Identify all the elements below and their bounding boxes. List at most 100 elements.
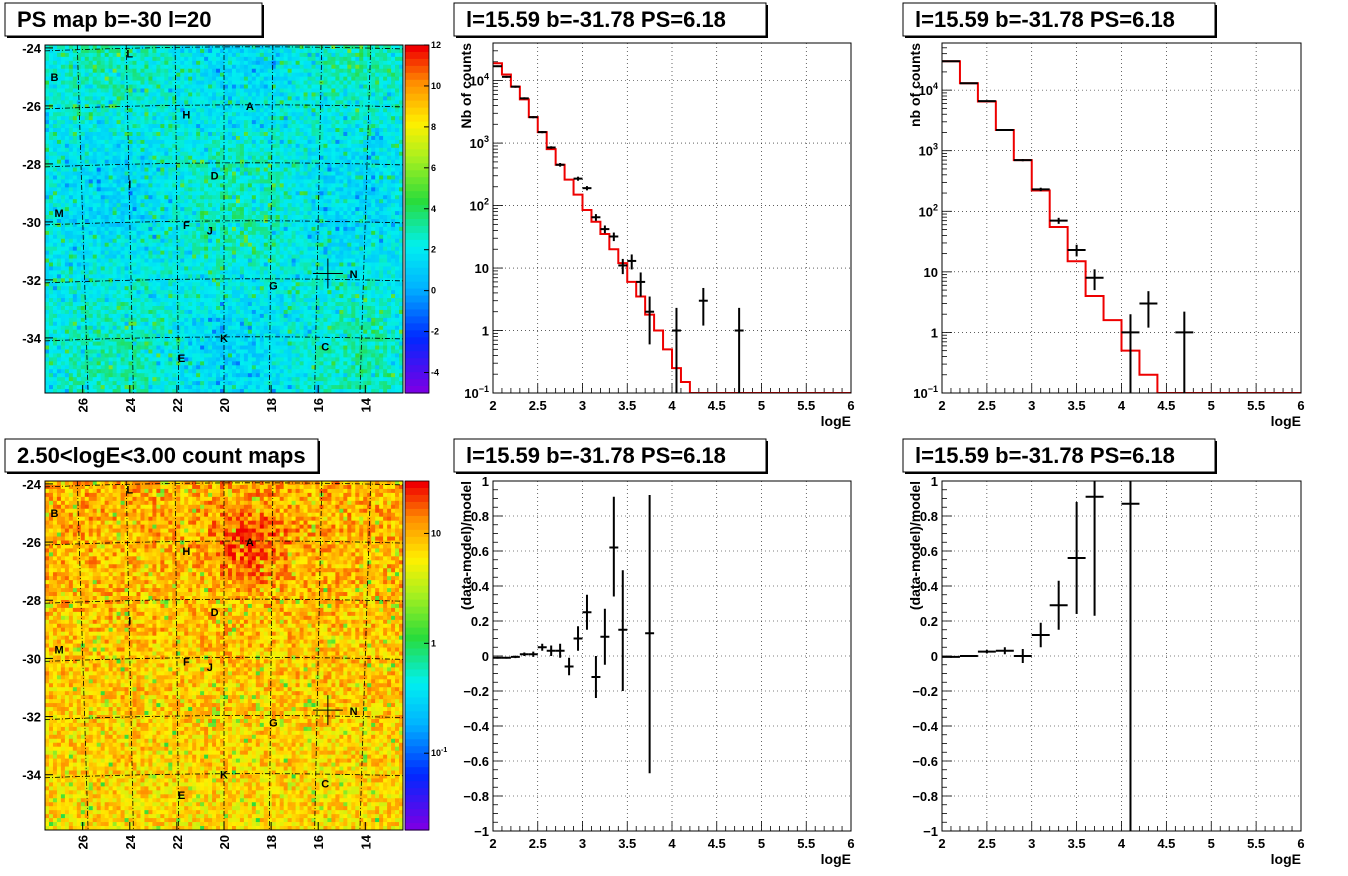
x-tick-label: 5 — [1208, 398, 1215, 413]
chart-title: l=15.59 b=-31.78 PS=6.18 — [466, 443, 726, 468]
data-point — [555, 163, 565, 167]
title-frame — [453, 438, 767, 473]
graticule-longitude — [314, 481, 323, 830]
heatmap-graticule — [45, 481, 403, 830]
colorbar: 12 10 8 6 4 2 0 -2 -4 — [404, 40, 441, 394]
chart-title: l=15.59 b=-31.78 PS=6.18 — [915, 443, 1175, 468]
x-tick-label: 4 — [668, 836, 676, 851]
x-tick-label: 6 — [847, 836, 854, 851]
data-point — [519, 652, 529, 656]
source-label: H — [182, 110, 190, 122]
graticule-longitude — [268, 45, 274, 393]
graticule-latitude — [45, 656, 403, 662]
data-point — [977, 100, 996, 103]
data-point — [591, 656, 601, 698]
source-label: A — [246, 537, 254, 549]
x-tick-label: 5.5 — [797, 836, 815, 851]
x-tick-label: 3 — [1028, 836, 1035, 851]
y-tick-label: -32 — [22, 710, 41, 725]
data-point — [636, 272, 646, 297]
x-tick-label: 5.5 — [797, 398, 815, 413]
source-label: I — [128, 616, 131, 628]
data-point — [555, 643, 565, 658]
chart-title-box: l=15.59 b=-31.78 PS=6.18 — [902, 438, 1217, 474]
y-tick-label: 0.8 — [471, 509, 489, 524]
data-point — [537, 131, 547, 134]
source-label: A — [246, 101, 254, 113]
graticule-longitude — [125, 45, 134, 393]
x-tick-label: 2 — [938, 836, 945, 851]
colorbar-frame — [404, 44, 430, 394]
plot-panel: −1 −0.8 −0.6 −0.4 −0.2 0 0.2 0.4 0.6 0.8 1 2 2.5 3 3.5… — [907, 474, 1305, 867]
data-point — [537, 643, 547, 651]
source-label: J — [207, 226, 213, 238]
x-tick-label: 5.5 — [1247, 398, 1265, 413]
data-point — [1067, 502, 1086, 614]
y-tick-label: 0.2 — [471, 614, 489, 629]
data-point — [609, 496, 619, 597]
y-tick-label: -24 — [22, 41, 42, 56]
source-label: B — [50, 508, 58, 520]
data-point — [1175, 311, 1194, 393]
source-label: E — [178, 353, 185, 365]
data-point — [1049, 217, 1068, 224]
y-tick-label: 103 — [919, 142, 938, 159]
y-tick-label: −0.6 — [463, 754, 489, 769]
data-point — [734, 307, 744, 393]
graticule-longitude — [174, 45, 180, 393]
source-label: K — [220, 770, 228, 782]
x-tick-label: 5.5 — [1247, 836, 1265, 851]
data-point — [672, 307, 681, 393]
x-tick-label: 4 — [668, 398, 676, 413]
data-point — [995, 128, 1014, 131]
plot-frame — [492, 480, 852, 832]
graticule-longitude — [314, 45, 323, 393]
y-tick-label: -28 — [22, 157, 41, 172]
x-tick-label: 2.5 — [529, 398, 547, 413]
data-point — [618, 570, 628, 691]
graticule-longitude — [76, 45, 89, 393]
x-tick-label: 18 — [264, 835, 279, 849]
data-point — [1067, 244, 1086, 257]
title-frame — [4, 438, 319, 473]
x-axis-title: logE — [1271, 413, 1301, 429]
chart-title: l=15.59 b=-31.78 PS=6.18 — [915, 7, 1175, 32]
y-tick-label: 10 — [924, 265, 938, 280]
data-point — [573, 626, 583, 651]
colorbar-tick-label: 10-1 — [431, 747, 447, 758]
y-tick-label: -34 — [22, 768, 42, 783]
data-point — [645, 296, 655, 345]
data-point — [609, 232, 619, 242]
y-tick-label: 1 — [931, 474, 938, 489]
data-point — [510, 655, 520, 659]
y-tick-label: −0.4 — [912, 719, 938, 734]
y-axis-title: (data-model)/model — [458, 481, 474, 610]
colorbar-tick-label: -4 — [431, 368, 439, 378]
x-tick-label: 14 — [358, 834, 373, 849]
y-tick-label: -26 — [22, 535, 41, 550]
graticule-latitude — [45, 46, 403, 52]
data-point — [1085, 481, 1104, 616]
y-tick-label: -26 — [22, 99, 41, 114]
colorbar-tick-label: 1 — [431, 638, 436, 648]
data-point — [1139, 291, 1158, 328]
data-point — [501, 656, 511, 659]
y-tick-label: 102 — [919, 202, 938, 219]
heatmap-cells — [45, 481, 403, 830]
y-tick-label: 1 — [482, 474, 489, 489]
x-tick-label: 3 — [1028, 398, 1035, 413]
y-tick-label: −0.2 — [912, 684, 938, 699]
x-tick-label: 24 — [123, 397, 138, 412]
colorbar-tick-label: 8 — [431, 122, 436, 132]
y-tick-label: 0.8 — [920, 509, 938, 524]
y-tick-label: 102 — [470, 197, 489, 214]
y-tick-label: 10−1 — [464, 384, 489, 401]
x-tick-label: 2.5 — [978, 836, 996, 851]
source-label: C — [321, 778, 329, 790]
data-point — [1085, 269, 1104, 291]
heatmap-graticule — [45, 45, 403, 393]
source-label: M — [55, 645, 64, 657]
